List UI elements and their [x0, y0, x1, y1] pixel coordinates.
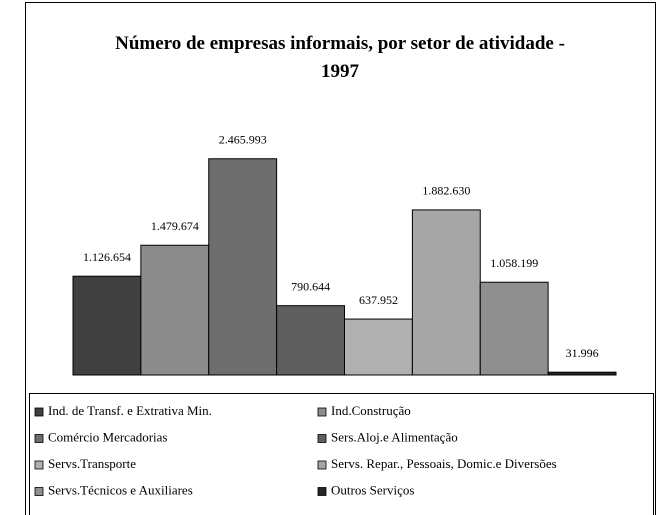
chart-title: Número de empresas informais, por setor … [115, 33, 565, 82]
legend-label: Ind.Construção [331, 403, 411, 418]
bar [72, 275, 142, 376]
chart-border [25, 2, 656, 515]
bar [479, 281, 549, 376]
legend-swatch [317, 460, 327, 470]
legend-swatch [317, 487, 327, 496]
bar [344, 318, 413, 376]
bar [411, 209, 481, 376]
bar [208, 158, 278, 376]
legend-label: Servs.Transporte [48, 456, 136, 471]
data-label: 31.996 [566, 346, 599, 360]
legend-label: Outros Serviços [331, 482, 414, 497]
bar [140, 244, 210, 376]
data-label: 1.126.654 [83, 250, 131, 264]
legend-swatch [317, 407, 327, 417]
legend-label: Servs. Repar., Pessoais, Domic.e Diversõ… [331, 456, 557, 471]
data-label: 1.882.630 [422, 184, 470, 198]
data-label: 2.465.993 [219, 133, 267, 147]
legend-swatch [34, 434, 44, 443]
legend-box [29, 393, 654, 515]
bar [276, 305, 345, 376]
data-label: 1.479.674 [151, 219, 199, 233]
legend-swatch [34, 487, 44, 496]
legend-label: Ind. de Transf. e Extrativa Min. [48, 403, 212, 418]
legend-label: Comércio Mercadorias [48, 429, 167, 444]
legend-label: Sers.Aloj.e Alimentação [331, 429, 458, 444]
legend-swatch [34, 460, 44, 470]
data-label: 790.644 [291, 279, 330, 293]
data-label: 1.058.199 [490, 256, 538, 270]
legend-swatch [34, 407, 44, 417]
data-label: 637.952 [359, 293, 398, 307]
legend-label: Servs.Técnicos e Auxiliares [48, 482, 193, 497]
legend-swatch [317, 434, 327, 443]
